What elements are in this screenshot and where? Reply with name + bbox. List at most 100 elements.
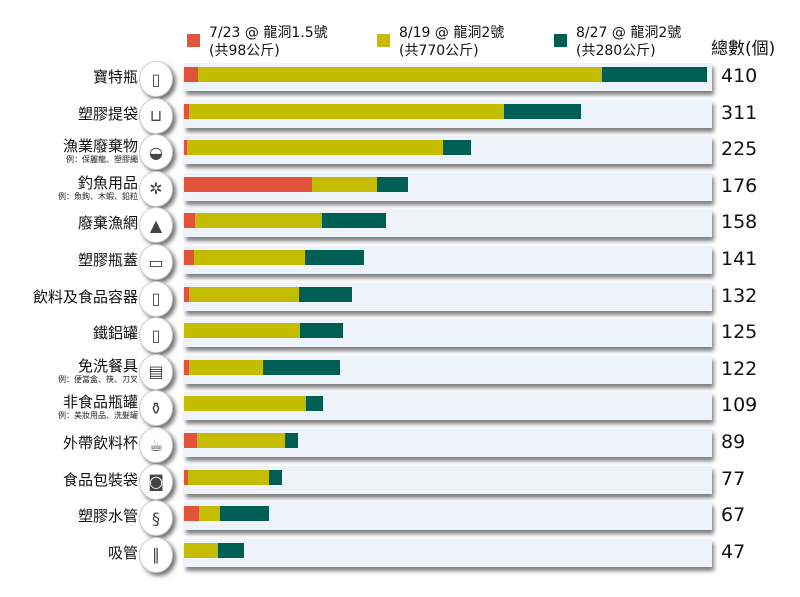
bar-track — [184, 282, 712, 311]
bar-segment-series-1 — [184, 323, 301, 339]
bar-segment-series-0 — [184, 359, 190, 375]
category-example: 例：美妝用品、洗髮罐 — [58, 411, 138, 421]
straw-icon: ∥ — [139, 536, 173, 573]
bar-row: 吸管 ∥ 47 — [0, 536, 800, 573]
bar-segment-series-0 — [184, 506, 200, 522]
bar-segment-series-1 — [189, 359, 264, 375]
bar-segment-series-2 — [306, 396, 324, 412]
bar-row: 廢棄漁網 ▲ 158 — [0, 207, 800, 244]
bar-row: 寶特瓶 ▯ 410 — [0, 61, 800, 97]
legend-item-0819: 8/19 @ 龍洞2號 (共770公斤) — [377, 24, 504, 60]
category-example: 例：便當盒、筷、刀叉 — [58, 374, 138, 384]
bar-track — [184, 465, 712, 494]
category-label: 吸管 — [107, 543, 138, 562]
category-label: 非食品瓶罐 例：美妝用品、洗髮罐 — [58, 394, 138, 421]
category-example: 例：保麗龍、塑膠繩 — [66, 155, 138, 165]
category-label: 鐵鋁罐 — [93, 325, 138, 342]
bar-segment-series-1 — [194, 250, 306, 265]
legend-label: 8/27 @ 龍洞2號 — [576, 25, 682, 41]
bar-segment-series-1 — [189, 286, 299, 302]
category-label: 釣魚用品 例：魚鉤、木蝦、鉛粒 — [58, 174, 138, 202]
category-name: 飲料及食品容器 — [32, 287, 138, 306]
legend-note: (共280公斤) — [576, 43, 656, 59]
bar-track — [184, 502, 712, 531]
category-name: 吸管 — [107, 543, 138, 562]
category-name: 鐵鋁罐 — [92, 324, 138, 343]
bar-segment-series-0 — [184, 67, 199, 82]
total-value: 176 — [721, 174, 758, 197]
total-value: 109 — [721, 394, 758, 417]
bar-segment-series-1 — [189, 103, 505, 119]
bar-segment-series-2 — [269, 469, 283, 485]
legend-swatch-olive — [377, 34, 390, 47]
category-name: 免洗餐具 — [77, 356, 138, 375]
bar-segment-series-1 — [311, 176, 377, 192]
legend-label: 8/19 @ 龍洞2號 — [399, 25, 505, 41]
bar-segment-series-1 — [195, 213, 322, 229]
category-name: 廢棄漁網 — [77, 214, 138, 233]
bar-segment-series-0 — [184, 176, 312, 192]
bar-track — [184, 209, 712, 238]
bar-segment-series-2 — [504, 103, 581, 119]
bar-segment-series-2 — [263, 359, 340, 375]
total-value: 158 — [721, 211, 758, 234]
total-value: 311 — [721, 101, 758, 124]
category-name: 塑膠水管 — [77, 507, 138, 526]
bar-segment-series-2 — [300, 323, 344, 339]
bar-segment-series-0 — [184, 140, 187, 156]
category-name: 漁業廢棄物 — [62, 137, 138, 156]
total-value: 77 — [721, 467, 746, 490]
bar-track — [184, 246, 712, 274]
category-label: 食品包裝袋 — [63, 471, 138, 489]
bar-track — [184, 99, 712, 128]
category-example: 例：魚鉤、木蝦、鉛粒 — [58, 191, 138, 201]
legend-note: (共98公斤) — [209, 43, 280, 59]
bar-row: 塑膠水管 § 67 — [0, 500, 800, 537]
category-name: 外帶飲料杯 — [62, 434, 138, 452]
bar-segment-series-1 — [184, 396, 307, 412]
bar-segment-series-0 — [184, 250, 195, 265]
plastic-bag-icon: ⊔ — [139, 97, 173, 134]
legend-item-0827: 8/27 @ 龍洞2號 (共280公斤) — [554, 24, 681, 60]
bar-track — [184, 392, 712, 421]
bar-segment-series-1 — [184, 542, 219, 558]
bar-row: 鐵鋁罐 ▯ 125 — [0, 317, 800, 354]
total-column-header: 總數(個) — [711, 39, 776, 59]
fishing-waste-icon: ◒ — [139, 134, 173, 171]
total-value: 122 — [721, 357, 758, 380]
bar-segment-series-1 — [187, 469, 270, 485]
bar-row: 免洗餐具 例：便當盒、筷、刀叉 ▤ 122 — [0, 353, 800, 390]
category-label: 塑膠瓶蓋 — [78, 252, 138, 269]
total-value: 132 — [721, 284, 758, 307]
legend-label: 7/23 @ 龍洞1.5號 — [209, 25, 328, 41]
bar-segment-series-0 — [184, 103, 190, 119]
category-label: 塑膠提袋 — [78, 105, 138, 123]
hose-icon: § — [139, 500, 173, 537]
coffee-cup-icon: ☕ — [139, 427, 173, 463]
bar-segment-series-2 — [376, 176, 409, 192]
cosmetics-bottle-icon: ⚱ — [139, 390, 173, 427]
bar-row: 漁業廢棄物 例：保麗龍、塑膠繩 ◒ 225 — [0, 134, 800, 171]
bar-segment-series-2 — [321, 213, 386, 229]
bar-row: 塑膠瓶蓋 ▭ 141 — [0, 244, 800, 280]
category-name: 寶特瓶 — [92, 68, 138, 86]
bar-segment-series-2 — [442, 140, 471, 156]
can-icon: ▯ — [139, 317, 173, 354]
bar-segment-series-0 — [184, 469, 188, 485]
total-value: 141 — [721, 248, 758, 270]
legend-swatch-teal — [554, 34, 567, 47]
total-value: 410 — [721, 65, 758, 87]
bar-segment-series-0 — [184, 286, 190, 302]
bar-segment-series-0 — [184, 433, 197, 448]
bar-row: 釣魚用品 例：魚鉤、木蝦、鉛粒 ✲ 176 — [0, 170, 800, 207]
category-label: 寶特瓶 — [93, 69, 138, 86]
legend-swatch-red — [187, 34, 200, 47]
category-name: 非食品瓶罐 — [62, 393, 138, 412]
bar-track — [184, 136, 712, 165]
total-value: 67 — [721, 504, 746, 527]
bar-row: 外帶飲料杯 ☕ 89 — [0, 427, 800, 463]
total-value: 225 — [721, 138, 758, 161]
category-name: 塑膠瓶蓋 — [77, 251, 138, 269]
bar-track — [184, 355, 712, 384]
bar-track — [184, 319, 712, 348]
